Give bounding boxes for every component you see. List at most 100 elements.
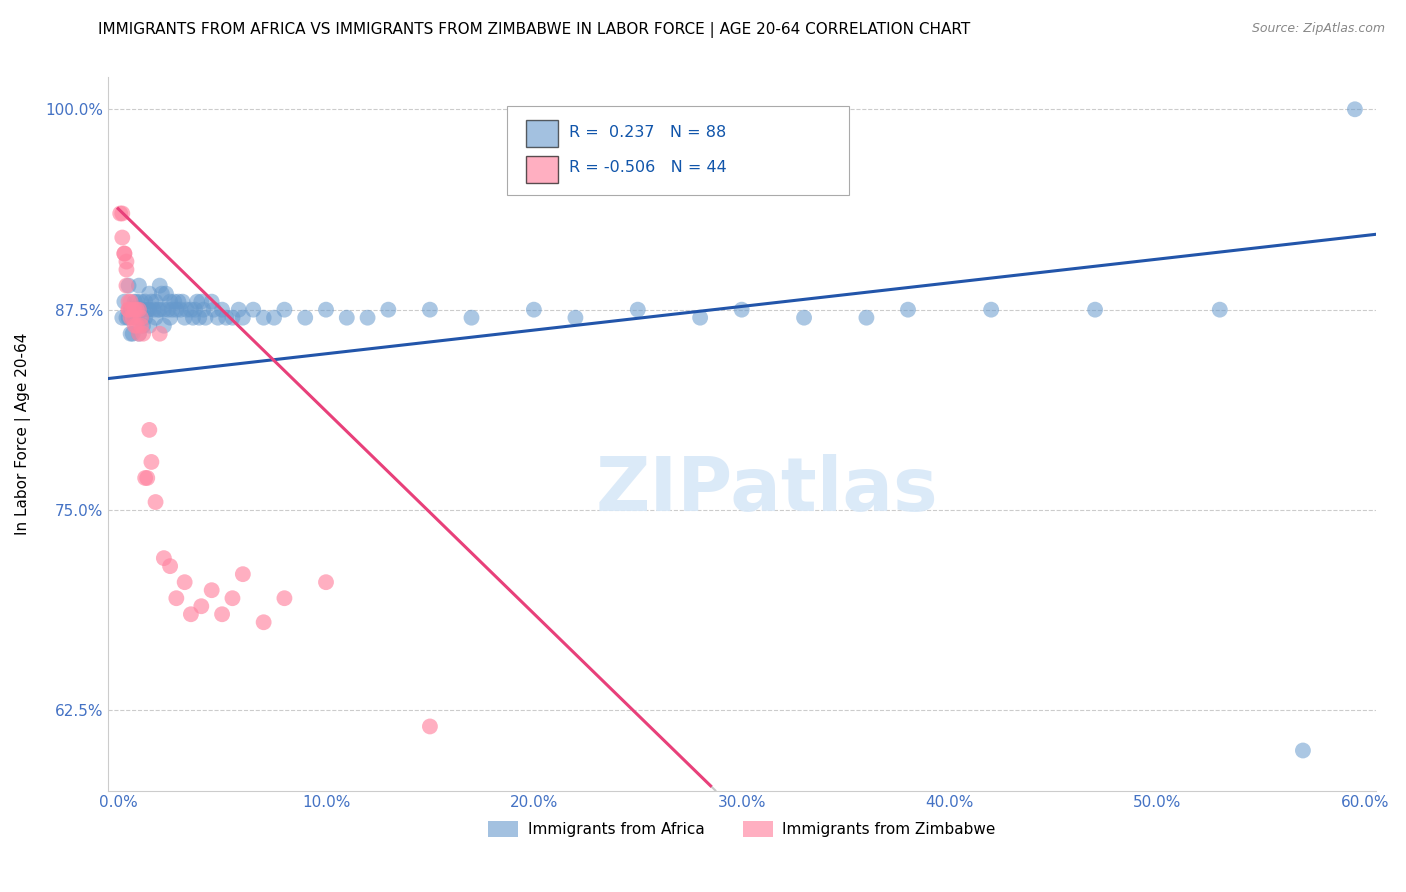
Point — [125, 310, 148, 325]
Point — [188, 310, 211, 325]
Point — [124, 318, 146, 333]
Point — [273, 302, 295, 317]
Point — [136, 471, 159, 485]
Point — [153, 551, 176, 566]
Point — [129, 310, 152, 325]
Point — [273, 591, 295, 606]
Point — [121, 302, 143, 317]
Point — [731, 302, 754, 317]
Point — [190, 294, 212, 309]
Point — [155, 286, 177, 301]
Point — [145, 294, 167, 309]
Point — [377, 302, 399, 317]
Point — [211, 302, 233, 317]
Point — [138, 423, 160, 437]
Point — [221, 591, 243, 606]
Text: IMMIGRANTS FROM AFRICA VS IMMIGRANTS FROM ZIMBABWE IN LABOR FORCE | AGE 20-64 CO: IMMIGRANTS FROM AFRICA VS IMMIGRANTS FRO… — [98, 22, 970, 38]
Point — [194, 310, 217, 325]
Point — [460, 310, 482, 325]
Point — [121, 302, 143, 317]
Point — [627, 302, 650, 317]
Point — [120, 302, 142, 317]
Point — [150, 286, 173, 301]
Point — [253, 615, 276, 630]
Point — [193, 302, 215, 317]
Point — [1084, 302, 1107, 317]
Point — [165, 302, 187, 317]
Point — [173, 310, 195, 325]
Point — [201, 294, 224, 309]
Point — [157, 302, 180, 317]
Point — [115, 262, 138, 277]
Point — [201, 583, 224, 598]
Point — [111, 310, 134, 325]
Point — [111, 206, 134, 220]
Point — [173, 575, 195, 590]
Point — [117, 310, 139, 325]
Text: Source: ZipAtlas.com: Source: ZipAtlas.com — [1251, 22, 1385, 36]
Point — [125, 318, 148, 333]
Point — [153, 318, 176, 333]
Point — [159, 310, 181, 325]
Point — [253, 310, 276, 325]
Point — [163, 294, 186, 309]
Point — [186, 294, 208, 309]
Point — [124, 302, 146, 317]
Point — [125, 294, 148, 309]
Point — [207, 310, 229, 325]
Point — [169, 302, 191, 317]
Point — [221, 310, 243, 325]
Point — [129, 310, 152, 325]
Point — [793, 310, 815, 325]
Point — [129, 318, 152, 333]
Point — [115, 278, 138, 293]
Point — [202, 302, 225, 317]
Point — [141, 294, 163, 309]
Point — [117, 278, 139, 293]
Point — [149, 326, 172, 341]
Point — [315, 302, 337, 317]
Point — [120, 294, 142, 309]
Point — [142, 302, 165, 317]
Point — [855, 310, 877, 325]
Point — [356, 310, 378, 325]
Point — [129, 294, 152, 309]
Point — [160, 302, 183, 317]
Point — [138, 302, 160, 317]
Point — [115, 310, 138, 325]
Point — [180, 302, 202, 317]
Point — [121, 310, 143, 325]
Point — [232, 567, 254, 582]
Point — [128, 302, 150, 317]
Point — [419, 719, 441, 733]
Point — [153, 302, 176, 317]
Point — [1292, 743, 1315, 757]
Point — [132, 302, 155, 317]
Point — [138, 318, 160, 333]
Point — [159, 559, 181, 574]
Point — [980, 302, 1002, 317]
Text: ZIPatlas: ZIPatlas — [596, 454, 938, 527]
Point — [128, 278, 150, 293]
Point — [141, 455, 163, 469]
Point — [124, 294, 146, 309]
Point — [138, 286, 160, 301]
Point — [136, 302, 159, 317]
Point — [232, 310, 254, 325]
Point — [125, 302, 148, 317]
Point — [112, 294, 135, 309]
Point — [523, 302, 546, 317]
Point — [564, 310, 586, 325]
Point — [1209, 302, 1232, 317]
Point — [689, 310, 711, 325]
Point — [242, 302, 264, 317]
Point — [181, 310, 204, 325]
Point — [315, 575, 337, 590]
Point — [120, 310, 142, 325]
Point — [134, 310, 156, 325]
Point — [172, 294, 194, 309]
Point — [117, 302, 139, 317]
Point — [897, 302, 920, 317]
Point — [1344, 103, 1367, 117]
Point — [115, 254, 138, 268]
